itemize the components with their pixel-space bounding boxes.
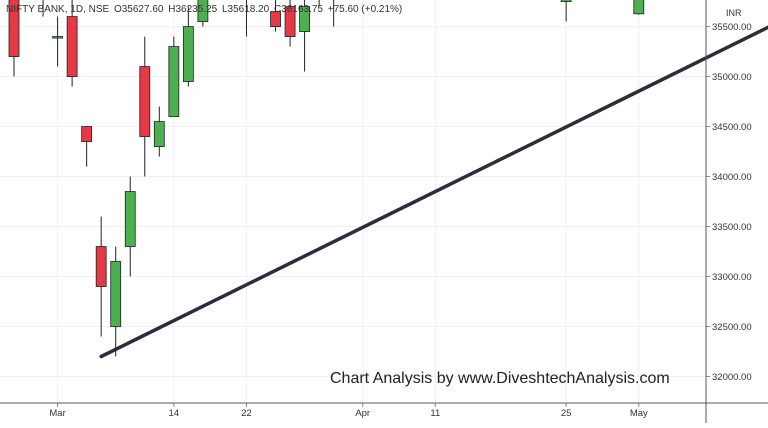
x-tick-label: 14 <box>169 408 180 419</box>
candle-body <box>168 46 180 117</box>
trendlines <box>99 25 768 359</box>
support-trendline <box>99 25 768 359</box>
y-tick-label: 32500.00 <box>712 322 752 333</box>
candle-body <box>124 191 136 247</box>
symbol-name: NIFTY BANK, 1D, NSE <box>6 4 110 15</box>
currency-label: INR <box>726 8 742 18</box>
high-value: H36235.25 <box>168 4 218 15</box>
candle-body <box>284 6 296 37</box>
close-value: C36163.75 <box>274 4 323 15</box>
grid <box>0 0 706 403</box>
open-value: O35627.60 <box>113 4 164 15</box>
x-tick-label: 22 <box>241 408 252 419</box>
x-tick-label: 25 <box>561 408 572 419</box>
y-tick-label: 35000.00 <box>712 72 752 83</box>
candle-body <box>560 0 572 2</box>
symbol-header: NIFTY BANK, 1D, NSE O35627.60 H36235.25 … <box>6 4 404 15</box>
candle-body <box>52 36 63 39</box>
candle-body <box>182 26 194 82</box>
y-tick-label: 34500.00 <box>712 122 752 133</box>
candle-body <box>110 261 122 327</box>
candle-body <box>299 6 311 32</box>
y-tick-label: 35500.00 <box>712 22 752 33</box>
candle-body <box>633 0 645 15</box>
candle-body <box>8 0 20 57</box>
y-tick-label: 33500.00 <box>712 222 752 233</box>
candle-body <box>153 121 165 147</box>
candle-body <box>270 11 281 27</box>
x-tick-label: Apr <box>355 408 370 419</box>
change-value: +75.60 (+0.21%) <box>327 4 403 15</box>
low-value: L35618.20 <box>221 4 270 15</box>
y-tick-label: 33000.00 <box>712 272 752 283</box>
y-tick-label: 32000.00 <box>712 372 752 383</box>
y-tick-label: 34000.00 <box>712 172 752 183</box>
candle-body <box>81 126 93 142</box>
watermark: Chart Analysis by www.DiveshtechAnalysis… <box>330 370 670 387</box>
candle-body <box>95 246 107 287</box>
candles <box>8 0 645 357</box>
candle-body <box>66 16 78 77</box>
x-tick-label: Mar <box>49 408 65 419</box>
candle-body <box>197 0 209 22</box>
candle-body <box>139 66 151 137</box>
x-tick-label: May <box>630 408 648 419</box>
x-tick-label: 11 <box>430 408 440 419</box>
